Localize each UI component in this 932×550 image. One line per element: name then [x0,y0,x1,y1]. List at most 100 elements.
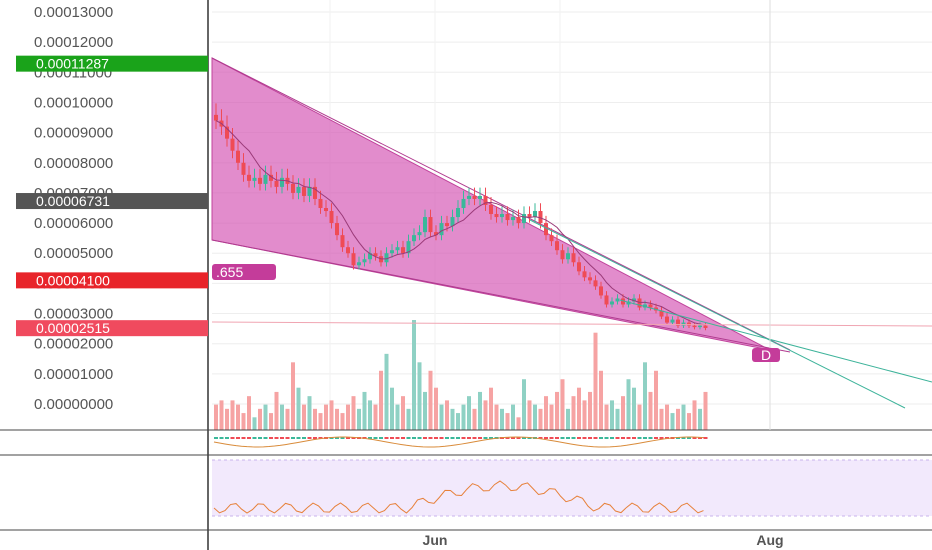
volume-bar [604,404,609,430]
volume-bar [500,408,504,430]
candle-body [577,262,581,272]
candle-body [566,253,570,260]
candle-body [450,217,455,227]
price-badges: 0.00011287 0.00006731 0.00004100 0.00002515 [16,55,208,337]
macd-bar [351,437,356,439]
macd-bar [511,437,515,439]
candle-body [258,177,262,184]
macd-bar [505,437,510,439]
price-tick-label: 0.00010000 [34,94,113,111]
volume-bar [357,408,361,430]
candle-body [329,211,334,224]
volume-bar [362,391,367,430]
macd-bar [384,437,389,439]
macd-bar [692,437,697,439]
volume-bar [692,400,697,430]
pattern-label-box [212,264,276,280]
candle-body [489,204,493,215]
candle-body [533,211,537,218]
macd-bar [555,437,559,439]
time-tick-label: Aug [756,532,783,548]
macd-bar [307,437,312,439]
time-tick-label: Jun [423,532,448,548]
candle-body [511,217,515,221]
price-tick-label: 0.00012000 [34,34,113,51]
candle-body [555,241,559,251]
volume-bar [230,400,235,430]
macd-bar [456,437,460,439]
candle-body [500,214,504,218]
volume-bar [626,379,631,430]
volume-bar [456,413,460,430]
volume-bar [478,391,482,430]
volume-bar [659,408,664,430]
macd-bar [516,437,521,439]
price-badge [16,320,208,337]
macd-bar [406,437,411,439]
macd-bar [659,437,664,439]
candle-body [313,186,317,199]
macd-bar [599,437,603,439]
volume-bar [533,404,537,430]
price-badge-label: 0.00011287 [36,56,109,72]
volume-bar [577,387,581,430]
macd-bar [632,437,636,439]
volume-bar [610,400,614,430]
candle-body [505,214,510,221]
macd-bar [340,437,345,439]
candle-body [384,253,389,263]
volume-bar [494,404,499,430]
candle-body [406,241,411,254]
volume-bar [434,387,438,430]
candle-body [307,186,312,196]
volume-bar [544,396,548,430]
macd-bar [467,437,471,439]
candle-body [351,253,356,266]
macd-bar [335,437,339,439]
candle-body [582,271,587,278]
volume-bar [351,396,356,430]
macd-bar [439,437,444,439]
macd-bar [252,437,257,439]
candle-body [296,186,301,193]
candle-body [467,195,471,199]
pattern-point-label: D [761,347,771,363]
macd-bar [214,437,218,439]
price-tick-label: 0.00008000 [34,155,113,172]
macd-pane [213,436,708,448]
price-tick-label: 0.00005000 [34,245,113,262]
candle-body [346,247,350,254]
price-badge-label: 0.00004100 [36,272,110,288]
candle-body [373,253,378,257]
volume-bar [439,404,444,430]
candle-body [681,322,686,326]
macd-bar [390,437,394,439]
macd-bar [489,437,493,439]
trend-line [619,299,932,383]
pattern-label: .655 [216,264,243,280]
macd-bar [610,437,614,439]
candle-body [324,208,328,212]
moving-average-line [215,120,706,326]
candle-body [417,232,422,236]
volume-bar [346,404,350,430]
macd-bar [230,437,235,439]
volume-bar [489,387,493,430]
candle-body [269,174,273,181]
macd-bar [560,437,565,439]
candle-body [637,298,642,308]
macd-bar [368,437,372,439]
candle-body [472,195,477,199]
rsi-line [213,480,704,514]
candle-body [423,217,427,233]
volume-bar [445,400,449,430]
candle-body [703,325,708,329]
candle-body [434,232,438,236]
candle-body [340,235,345,248]
candle-body [412,235,416,242]
volume-bar [373,404,378,430]
candle-body [588,277,592,281]
volume-bar [412,320,416,430]
candle-body [456,208,460,218]
